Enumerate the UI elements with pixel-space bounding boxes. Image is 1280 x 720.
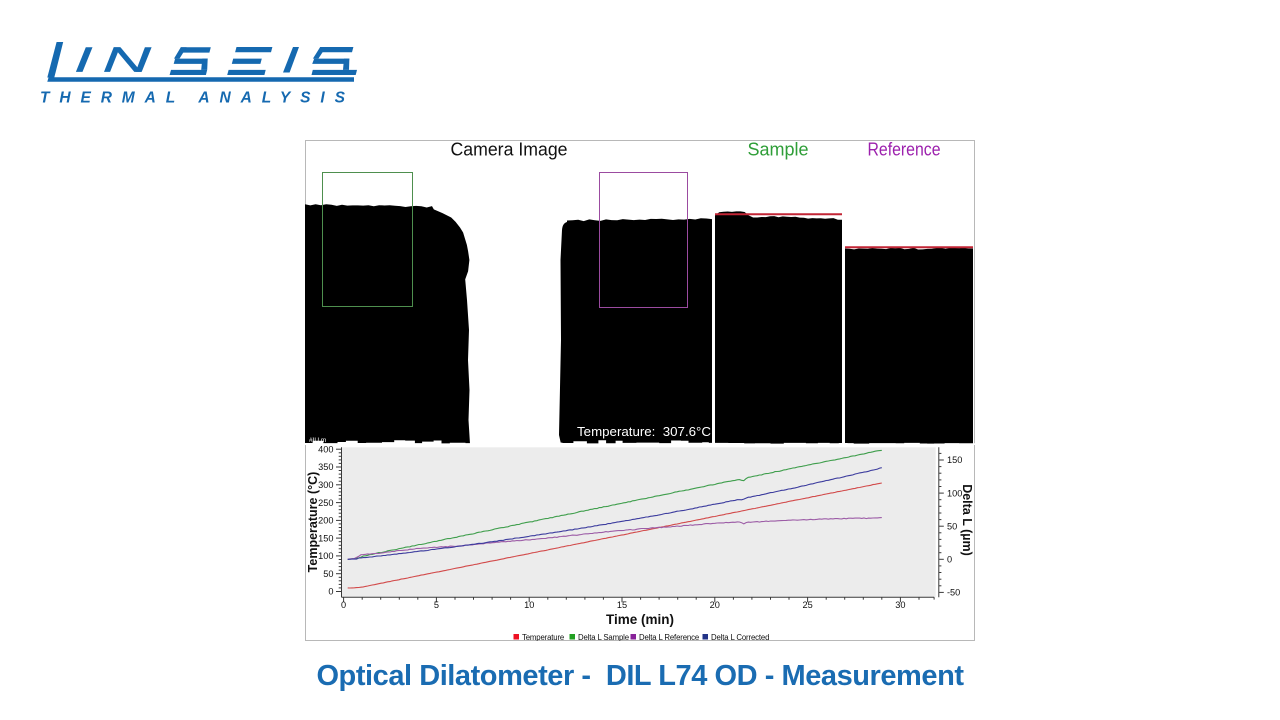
svg-text:Temperature: Temperature [522, 633, 564, 641]
svg-text:20: 20 [710, 600, 720, 610]
svg-text:15: 15 [617, 600, 627, 610]
svg-text:50: 50 [947, 521, 957, 531]
svg-text:THERMAL ANALYSIS: THERMAL ANALYSIS [40, 90, 355, 107]
svg-text:Reference: Reference [868, 140, 941, 160]
svg-text:0: 0 [947, 555, 952, 565]
svg-text:Delta L (µm): Delta L (µm) [960, 484, 974, 556]
svg-text:10: 10 [524, 600, 534, 610]
svg-text:250: 250 [318, 498, 333, 508]
svg-text:50: 50 [323, 569, 333, 579]
svg-text:400: 400 [318, 444, 333, 454]
svg-text:Delta L Corrected: Delta L Corrected [711, 633, 769, 641]
svg-text:200: 200 [318, 516, 333, 526]
svg-text:#IU m: #IU m [309, 437, 326, 444]
svg-text:Delta L Sample: Delta L Sample [578, 633, 629, 641]
svg-text:Temperature: 307.6°C: Temperature: 307.6°C [577, 424, 711, 439]
svg-text:100: 100 [947, 488, 962, 498]
svg-text:0: 0 [328, 587, 333, 597]
svg-text:5: 5 [434, 600, 439, 610]
svg-text:Delta L Reference: Delta L Reference [639, 633, 699, 641]
svg-text:Camera Image: Camera Image [451, 140, 568, 160]
svg-text:30: 30 [895, 600, 905, 610]
svg-text:-50: -50 [947, 588, 960, 598]
svg-text:Time (min): Time (min) [606, 612, 674, 627]
svg-text:150: 150 [318, 533, 333, 543]
svg-text:300: 300 [318, 480, 333, 490]
svg-text:0: 0 [341, 600, 346, 610]
svg-text:Sample: Sample [747, 140, 808, 160]
svg-text:25: 25 [802, 600, 812, 610]
svg-text:Temperature (°C): Temperature (°C) [306, 472, 320, 573]
svg-text:150: 150 [947, 455, 962, 465]
svg-text:350: 350 [318, 462, 333, 472]
svg-text:100: 100 [318, 551, 333, 561]
